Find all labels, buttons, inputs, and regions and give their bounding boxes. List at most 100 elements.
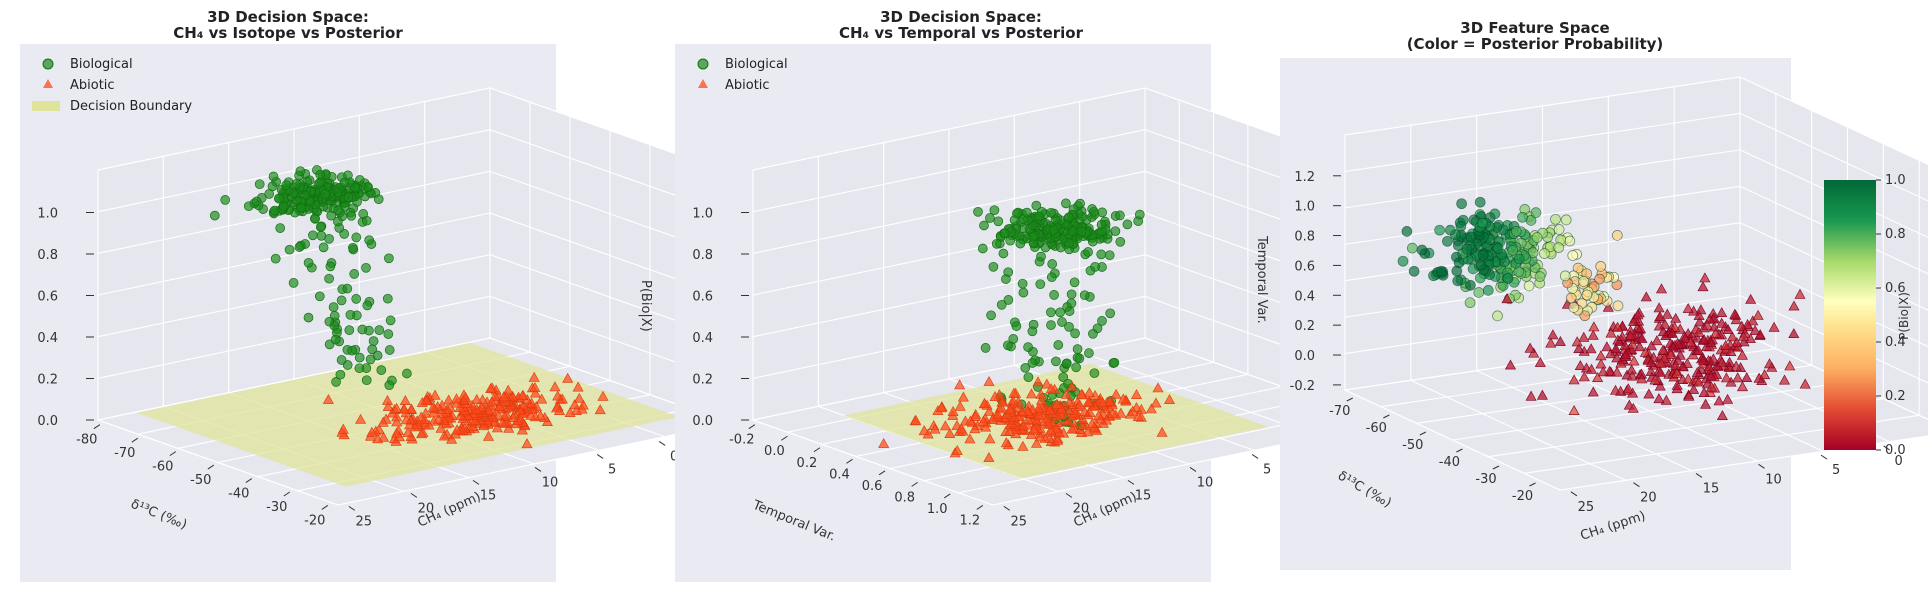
- data-point-abiotic: [1634, 341, 1646, 352]
- data-point-abiotic: [1705, 370, 1717, 381]
- data-point-abiotic: [1698, 387, 1710, 397]
- y-axis-tick: [1251, 454, 1259, 459]
- x-axis-tick-label: -20: [1512, 489, 1533, 504]
- data-point-biological: [1055, 307, 1066, 318]
- data-point-abiotic: [1595, 358, 1607, 369]
- data-point-abiotic: [1025, 388, 1038, 399]
- data-point-abiotic: [1534, 356, 1546, 367]
- data-point-biological: [402, 368, 412, 379]
- data-point-abiotic: [1679, 332, 1691, 343]
- data-point-biological: [336, 295, 347, 306]
- data-point-biological: [1084, 348, 1094, 358]
- data-point-abiotic: [992, 409, 1004, 419]
- x-axis-tick: [283, 491, 291, 497]
- data-point-biological: [268, 171, 279, 182]
- data-point-biological: [1057, 317, 1067, 327]
- data-point-biological: [1477, 249, 1489, 261]
- y-axis-tick: [534, 466, 542, 472]
- x-axis-tick-label: 0.2: [797, 456, 818, 471]
- z-axis-tick-label: 0.8: [692, 248, 713, 263]
- z-axis-tick-label: 0.0: [1294, 349, 1315, 364]
- data-point-biological: [1064, 321, 1074, 332]
- z-axis-tick-label: 0.2: [37, 373, 58, 388]
- y-axis-tick: [472, 479, 480, 485]
- data-point-biological: [343, 192, 354, 203]
- data-point-abiotic: [382, 400, 394, 411]
- y-axis-tick-label: 20: [418, 501, 435, 516]
- x-axis-tick-label: 0.8: [894, 490, 915, 505]
- data-point-abiotic: [435, 422, 447, 433]
- data-point-abiotic: [1759, 369, 1771, 380]
- data-point-abiotic: [1749, 324, 1761, 335]
- data-point-biological: [1063, 212, 1074, 223]
- data-point-abiotic: [1595, 350, 1607, 361]
- data-point-abiotic: [1683, 390, 1695, 401]
- data-point-biological: [320, 189, 330, 199]
- y-axis-tick-label: 20: [1073, 501, 1090, 516]
- data-point-biological: [1076, 226, 1087, 237]
- data-point-abiotic: [467, 421, 479, 431]
- z-axis-label: Temporal Var.: [1254, 235, 1269, 324]
- data-point-abiotic: [1671, 379, 1683, 390]
- data-point-abiotic: [983, 375, 995, 386]
- data-point-biological: [1492, 243, 1504, 254]
- x-axis-tick: [748, 424, 756, 430]
- data-point-abiotic: [322, 393, 334, 404]
- y-axis-tick-label: 25: [356, 514, 373, 529]
- z-axis-tick-label: 0.6: [1294, 259, 1315, 274]
- data-point-abiotic: [405, 403, 417, 414]
- data-point-abiotic: [1741, 372, 1753, 382]
- data-point-abiotic: [482, 430, 495, 441]
- data-point-abiotic: [1627, 402, 1639, 413]
- colorbar-tick-label: 1.0: [1885, 173, 1906, 188]
- data-point-abiotic: [918, 425, 930, 436]
- data-point-biological: [330, 334, 341, 345]
- data-point-biological: [1530, 207, 1542, 218]
- data-point-abiotic: [1670, 359, 1682, 370]
- data-point-biological: [357, 324, 368, 335]
- data-point-biological: [382, 293, 393, 304]
- data-point-abiotic: [1794, 288, 1806, 299]
- data-point-abiotic: [1079, 406, 1091, 416]
- x-axis-tick: [813, 447, 821, 453]
- data-point-abiotic: [1654, 380, 1666, 391]
- data-point-biological: [326, 210, 337, 221]
- data-point-abiotic: [1654, 366, 1667, 377]
- data-point-abiotic: [1150, 397, 1162, 408]
- data-point-abiotic: [1699, 272, 1711, 283]
- data-point-abiotic: [377, 416, 389, 427]
- y-axis-tick: [1695, 473, 1703, 478]
- z-axis-tick-label: -0.2: [1290, 379, 1315, 394]
- data-point-biological: [384, 380, 395, 391]
- data-point-abiotic: [1784, 360, 1796, 371]
- colorbar-tick-label: 0.4: [1885, 335, 1906, 350]
- data-marks: [878, 198, 1176, 462]
- z-axis-tick-label: 1.0: [692, 207, 713, 222]
- data-point-biological: [1408, 265, 1420, 277]
- data-point-abiotic: [1736, 349, 1748, 360]
- data-point-biological: [1465, 231, 1477, 243]
- data-point-abiotic: [1597, 366, 1609, 377]
- data-point-abiotic: [944, 428, 956, 438]
- data-point-biological: [333, 205, 344, 216]
- data-point-abiotic: [1060, 388, 1072, 399]
- data-point-abiotic: [954, 400, 966, 411]
- data-point-abiotic: [1620, 349, 1632, 360]
- data-point-abiotic: [577, 399, 589, 410]
- data-point-biological: [1109, 357, 1120, 368]
- data-point-biological: [1055, 242, 1066, 253]
- data-point-abiotic: [935, 402, 948, 413]
- data-point-biological: [1444, 224, 1456, 236]
- data-point-abiotic: [1615, 357, 1627, 368]
- data-point-biological: [274, 193, 284, 204]
- data-point-abiotic: [450, 393, 463, 404]
- x-axis-tick: [169, 451, 177, 457]
- z-axis-tick-label: 0.2: [692, 373, 713, 388]
- y-axis-tick-label: 0: [670, 449, 678, 464]
- x-axis-tick: [911, 481, 918, 487]
- data-point-biological: [1035, 279, 1046, 290]
- data-point-abiotic: [1110, 388, 1122, 399]
- data-point-abiotic: [954, 379, 966, 390]
- data-point-abiotic: [1763, 358, 1776, 369]
- x-axis-tick-label: -60: [152, 460, 173, 475]
